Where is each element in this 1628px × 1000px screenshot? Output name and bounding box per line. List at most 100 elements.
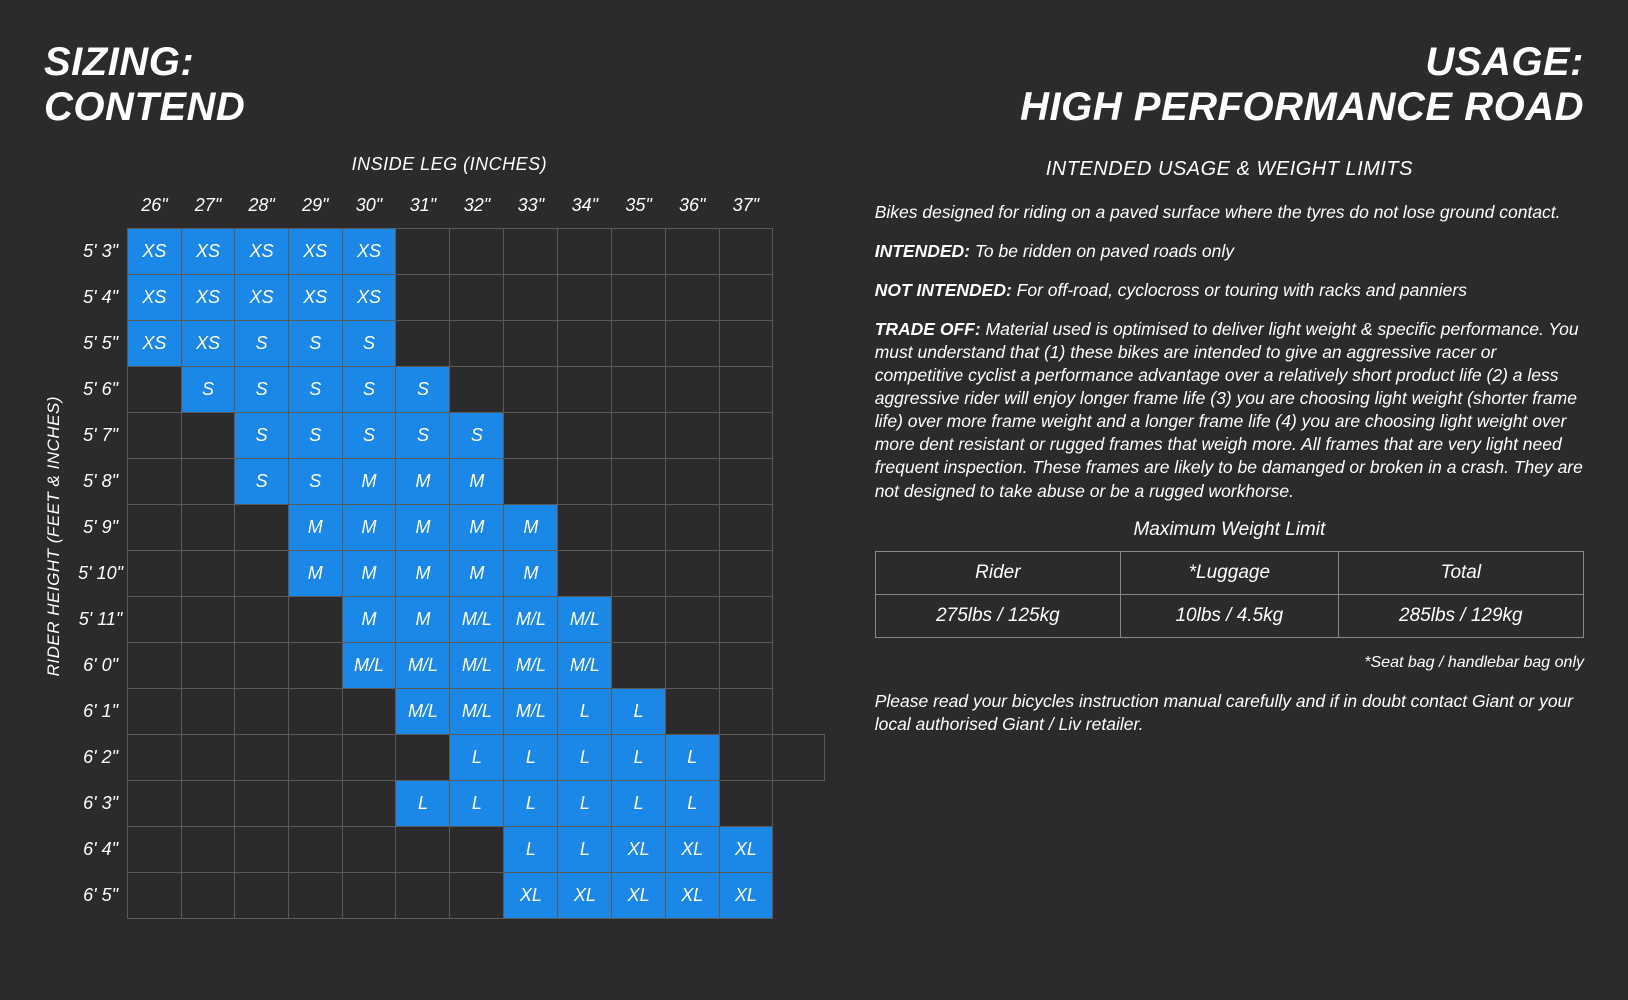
- size-cell: [558, 321, 612, 367]
- size-cell: XL: [558, 873, 612, 919]
- size-cell: M/L: [450, 643, 504, 689]
- x-axis-label: INSIDE LEG (INCHES): [352, 154, 548, 175]
- size-cell: [128, 735, 182, 781]
- size-cell: M/L: [450, 597, 504, 643]
- size-cell: [181, 413, 235, 459]
- size-cell: [612, 597, 666, 643]
- col-header: 26": [128, 183, 182, 229]
- size-cell: L: [450, 735, 504, 781]
- size-cell: [665, 459, 719, 505]
- size-cell: L: [504, 827, 558, 873]
- size-cell: [128, 551, 182, 597]
- row-header: 5' 10": [74, 551, 128, 597]
- size-cell: XS: [181, 229, 235, 275]
- size-cell: S: [396, 367, 450, 413]
- size-cell: [128, 827, 182, 873]
- weight-table: Rider *Luggage Total 275lbs / 125kg 10lb…: [875, 551, 1584, 638]
- size-cell: L: [558, 689, 612, 735]
- row-header: 5' 8": [74, 459, 128, 505]
- usage-not-intended: NOT INTENDED: For off-road, cyclocross o…: [875, 279, 1584, 302]
- size-cell: S: [396, 413, 450, 459]
- size-cell: [558, 505, 612, 551]
- size-cell: XL: [719, 827, 773, 873]
- size-cell: [665, 551, 719, 597]
- size-cell: [181, 597, 235, 643]
- y-axis-label: RIDER HEIGHT (FEET & INCHES): [44, 396, 64, 676]
- size-cell: S: [288, 413, 342, 459]
- size-cell: [665, 229, 719, 275]
- size-cell: L: [558, 735, 612, 781]
- title-right-line1: USAGE:: [1020, 40, 1584, 85]
- size-cell: [235, 873, 289, 919]
- size-cell: [504, 413, 558, 459]
- size-cell: S: [288, 321, 342, 367]
- size-cell: M: [396, 459, 450, 505]
- size-cell: S: [181, 367, 235, 413]
- size-cell: XS: [288, 275, 342, 321]
- size-cell: M/L: [504, 597, 558, 643]
- size-cell: [450, 321, 504, 367]
- col-header: 31": [396, 183, 450, 229]
- title-left-line1: SIZING:: [44, 40, 245, 85]
- content-row: RIDER HEIGHT (FEET & INCHES) INSIDE LEG …: [44, 154, 1584, 920]
- size-cell: [342, 781, 396, 827]
- weight-cell-luggage: 10lbs / 4.5kg: [1121, 594, 1339, 637]
- size-cell: [504, 275, 558, 321]
- size-cell: [396, 321, 450, 367]
- size-cell: [719, 781, 773, 827]
- size-cell: [719, 689, 773, 735]
- size-cell: S: [450, 413, 504, 459]
- size-cell: [719, 643, 773, 689]
- size-cell: [128, 643, 182, 689]
- row-header: 5' 4": [74, 275, 128, 321]
- row-header: 5' 9": [74, 505, 128, 551]
- size-cell: [612, 643, 666, 689]
- size-cell: XL: [612, 827, 666, 873]
- usage-intended: INTENDED: To be ridden on paved roads on…: [875, 240, 1584, 263]
- row-header: 6' 4": [74, 827, 128, 873]
- size-cell: L: [450, 781, 504, 827]
- size-cell: [719, 367, 773, 413]
- row-header: 5' 6": [74, 367, 128, 413]
- size-cell: XS: [235, 229, 289, 275]
- size-cell: [719, 229, 773, 275]
- size-cell: [450, 367, 504, 413]
- size-cell: L: [612, 689, 666, 735]
- size-cell: [288, 643, 342, 689]
- size-cell: [665, 275, 719, 321]
- size-cell: [612, 459, 666, 505]
- tradeoff-text: Material used is optimised to deliver li…: [875, 319, 1583, 501]
- size-cell: [181, 459, 235, 505]
- size-cell: [719, 459, 773, 505]
- weight-cell-rider: 275lbs / 125kg: [875, 594, 1120, 637]
- size-cell: XS: [181, 275, 235, 321]
- size-cell: [396, 735, 450, 781]
- row-header: 6' 0": [74, 643, 128, 689]
- size-cell: M/L: [396, 689, 450, 735]
- size-cell: [181, 781, 235, 827]
- size-cell: [665, 321, 719, 367]
- size-cell: [504, 321, 558, 367]
- size-cell: L: [665, 735, 719, 781]
- size-cell: [235, 827, 289, 873]
- size-cell: [128, 873, 182, 919]
- size-cell: [612, 321, 666, 367]
- size-cell: [128, 505, 182, 551]
- weight-footnote: *Seat bag / handlebar bag only: [875, 654, 1584, 672]
- size-cell: [181, 643, 235, 689]
- size-cell: M: [288, 505, 342, 551]
- size-cell: [719, 275, 773, 321]
- col-header: 30": [342, 183, 396, 229]
- size-cell: XS: [128, 229, 182, 275]
- size-cell: M: [342, 551, 396, 597]
- size-cell: XS: [181, 321, 235, 367]
- size-cell: M/L: [450, 689, 504, 735]
- usage-tradeoff: TRADE OFF: Material used is optimised to…: [875, 318, 1584, 503]
- size-cell: [665, 643, 719, 689]
- not-intended-label: NOT INTENDED:: [875, 280, 1012, 300]
- size-cell: M: [342, 597, 396, 643]
- size-cell: M/L: [558, 643, 612, 689]
- col-header: 28": [235, 183, 289, 229]
- weight-cell-total: 285lbs / 129kg: [1338, 594, 1583, 637]
- col-header: 32": [450, 183, 504, 229]
